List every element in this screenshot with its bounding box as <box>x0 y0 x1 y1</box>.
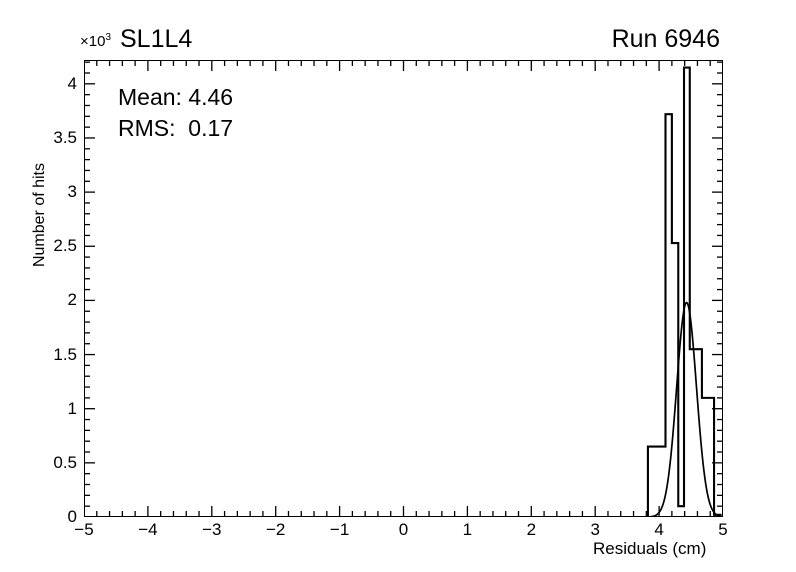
x-tick-label: −4 <box>138 520 158 539</box>
run-label: Run 6946 <box>611 25 720 53</box>
x-tick-label: 4 <box>654 520 664 539</box>
y-tick-label: 1 <box>67 398 77 418</box>
x-tick-label: 2 <box>526 520 537 539</box>
y-tick-label: 0 <box>67 507 77 526</box>
stat-rms: RMS: 0.17 <box>118 115 234 141</box>
axis-ticks <box>84 60 723 517</box>
y-tick-label: 1.5 <box>53 344 77 364</box>
x-tick-label: −5 <box>74 520 94 539</box>
x-tick-label: 0 <box>398 520 409 539</box>
y-tick-label: 0.5 <box>53 452 77 472</box>
y-axis-multiplier-base: ×10 <box>80 33 106 50</box>
x-tick-label: −3 <box>202 520 222 539</box>
histogram-outline <box>646 66 722 517</box>
y-axis-multiplier: ×103 <box>80 32 111 50</box>
y-axis-multiplier-exponent: 3 <box>105 32 112 43</box>
y-tick-label: 2.5 <box>53 236 77 256</box>
y-tick-label: 4 <box>67 73 77 93</box>
y-tick-label: 3 <box>67 182 77 202</box>
stat-mean: Mean: 4.46 <box>118 84 234 110</box>
x-tick-label: 5 <box>718 520 728 539</box>
statistics-box: Mean: 4.46 RMS: 0.17 <box>118 82 233 144</box>
y-tick-label: 2 <box>67 290 77 310</box>
x-tick-label: −2 <box>265 520 286 539</box>
y-tick-label: 3.5 <box>53 127 77 147</box>
x-axis-title: Residuals (cm) <box>593 539 707 558</box>
gaussian-fit-curve <box>648 301 723 517</box>
page-title: SL1L4 <box>120 25 193 53</box>
plot-area <box>84 60 723 517</box>
x-tick-label: −1 <box>329 520 350 539</box>
x-tick-label: 1 <box>462 520 473 539</box>
x-tick-label: 3 <box>590 520 600 539</box>
